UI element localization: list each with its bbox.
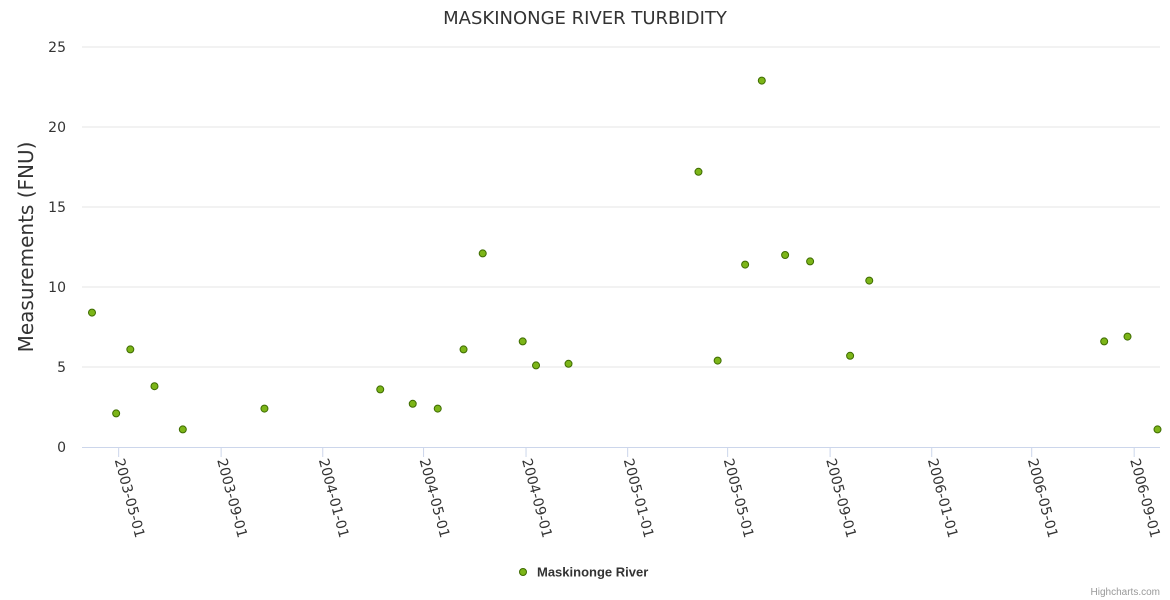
data-point[interactable]: [87, 308, 96, 317]
data-point[interactable]: [459, 345, 468, 354]
x-tick-label: 2006-09-01: [1126, 457, 1163, 540]
grid-lines: [82, 46, 1160, 368]
data-point[interactable]: [806, 257, 815, 266]
legend[interactable]: Maskinonge River: [519, 565, 649, 580]
chart-title: MASKINONGE RIVER TURBIDITY: [443, 8, 728, 29]
data-point[interactable]: [694, 167, 703, 176]
y-tick-label: 10: [48, 280, 66, 296]
x-axis: 2003-05-01 2003-09-01 2004-01-01 2004-05-01…: [82, 447, 1163, 540]
y-axis-ticks: 0 5 10 15 20 25: [48, 40, 66, 456]
x-tick-label: 2004-09-01: [518, 457, 555, 540]
x-tick-label: 2003-05-01: [111, 457, 148, 540]
x-tick-label: 2006-01-01: [924, 457, 961, 540]
data-point[interactable]: [126, 345, 135, 354]
data-point[interactable]: [478, 249, 487, 258]
data-point[interactable]: [757, 76, 766, 85]
x-tick-label: 2004-05-01: [416, 457, 453, 540]
data-point[interactable]: [260, 404, 269, 413]
data-point[interactable]: [741, 260, 750, 269]
x-tick-label: 2005-05-01: [720, 457, 757, 540]
data-point[interactable]: [532, 361, 541, 370]
legend-marker: [519, 568, 527, 576]
data-point[interactable]: [408, 399, 417, 408]
x-tick-label: 2005-09-01: [822, 457, 859, 540]
data-point[interactable]: [781, 251, 790, 259]
data-point[interactable]: [518, 337, 527, 346]
data-point[interactable]: [865, 276, 874, 285]
y-tick-label: 5: [57, 360, 66, 376]
data-point[interactable]: [1123, 332, 1132, 341]
data-point[interactable]: [376, 385, 385, 394]
y-tick-label: 15: [48, 200, 66, 216]
x-tick-label: 2006-05-01: [1024, 457, 1061, 540]
x-tick-label: 2003-09-01: [213, 457, 250, 540]
data-point[interactable]: [713, 356, 722, 365]
y-axis-label: Measurements (FNU): [14, 142, 38, 353]
series-points: [87, 76, 1162, 434]
data-point[interactable]: [112, 409, 121, 418]
data-point[interactable]: [433, 404, 442, 413]
y-tick-label: 0: [57, 440, 66, 456]
y-tick-label: 20: [48, 120, 66, 136]
x-tick-label: 2004-01-01: [315, 457, 352, 540]
data-point[interactable]: [1100, 337, 1109, 346]
data-point[interactable]: [846, 351, 855, 360]
data-point[interactable]: [178, 425, 187, 434]
data-point[interactable]: [1153, 425, 1162, 434]
y-tick-label: 25: [48, 40, 66, 56]
credits-link[interactable]: Highcharts.com: [1091, 587, 1160, 598]
legend-label[interactable]: Maskinonge River: [537, 565, 648, 580]
data-point[interactable]: [150, 382, 159, 391]
x-tick-label: 2005-01-01: [620, 457, 657, 540]
data-point[interactable]: [564, 359, 573, 368]
